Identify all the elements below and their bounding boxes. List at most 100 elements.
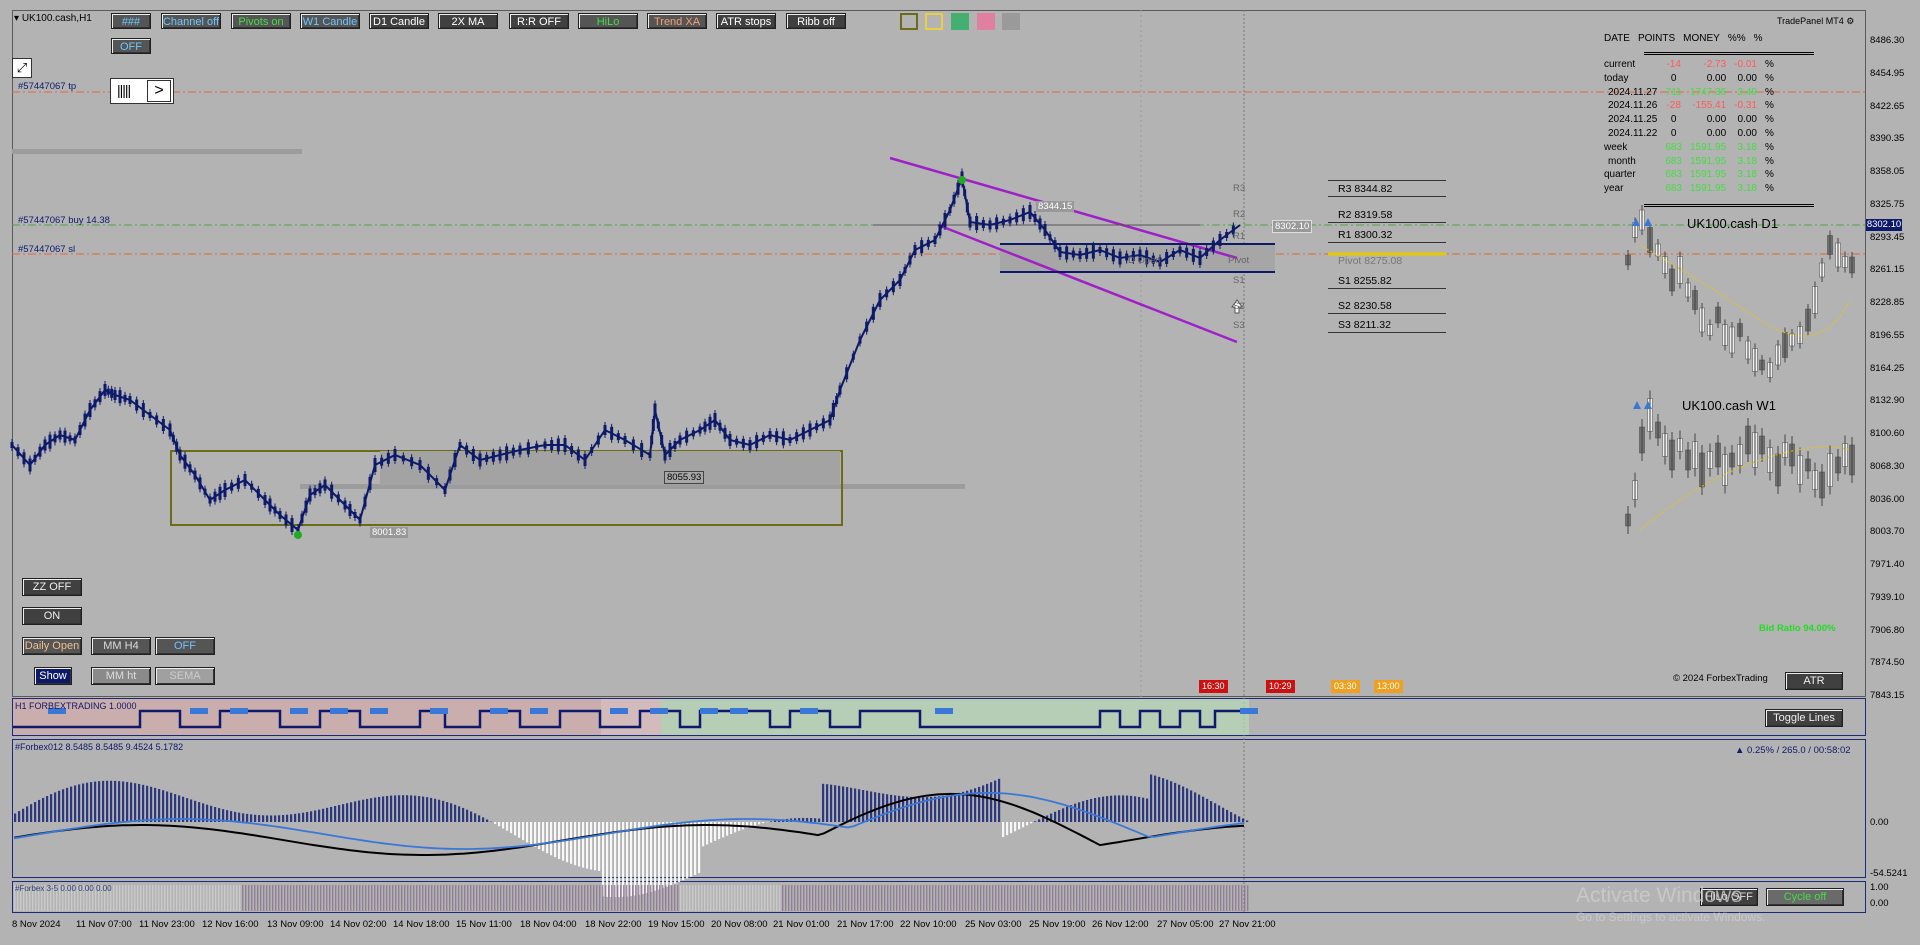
- ind2-histogram-bar: [670, 822, 673, 886]
- daily-open-button[interactable]: Daily Open: [22, 637, 82, 655]
- toolbar-button-pivots[interactable]: Pivots on: [231, 13, 291, 29]
- swatch-green[interactable]: [951, 13, 969, 30]
- sema-button[interactable]: SEMA: [155, 667, 215, 685]
- chevron-right-icon[interactable]: >: [147, 80, 171, 102]
- ind1-blue-segment: [230, 708, 248, 714]
- ind3-bar: [1145, 885, 1147, 911]
- main-chart-pane[interactable]: [12, 10, 1866, 697]
- toolbar-button-2x-ma[interactable]: 2X MA: [438, 13, 498, 29]
- ind2-histogram-bar: [394, 795, 397, 822]
- ind3-bar: [164, 885, 166, 911]
- ind3-bar: [140, 885, 142, 911]
- settings-gear-icon[interactable]: ⚙: [1846, 16, 1855, 26]
- ind2-histogram-bar: [66, 787, 69, 822]
- ind3-bar: [965, 885, 967, 911]
- ind2-histogram-bar: [682, 822, 685, 881]
- symbol-title: ▾ UK100.cash,H1: [14, 13, 92, 24]
- ind1-blue-segment: [490, 708, 508, 714]
- ind3-bar: [890, 885, 892, 911]
- ind3-bar: [536, 885, 538, 911]
- show-button[interactable]: Show: [34, 667, 72, 685]
- ind3-bar: [722, 885, 724, 911]
- toolbar-button-d1-candle[interactable]: D1 Candle: [369, 13, 429, 29]
- ind2-histogram-bar: [1110, 795, 1113, 822]
- hilo-off-button[interactable]: HiLo OFF: [1700, 888, 1758, 906]
- atr-button[interactable]: ATR: [1785, 672, 1843, 690]
- d-open-label: D Open: [1128, 255, 1161, 266]
- ind3-bar: [1235, 885, 1237, 911]
- ind2-histogram-bar: [974, 788, 977, 822]
- ind3-bar: [1094, 885, 1096, 911]
- off-toggle-button[interactable]: OFF: [155, 637, 215, 655]
- dropdown-triangle-icon[interactable]: ▾: [14, 13, 20, 24]
- swatch-grey[interactable]: [1002, 13, 1020, 30]
- toolbar-button-w1-candle[interactable]: W1 Candle: [300, 13, 360, 29]
- ind2-histogram-bar: [642, 822, 645, 894]
- trade-panel-row: 2024.11.25 0 0.00 0.00%: [1600, 113, 1778, 127]
- ind3-bar: [704, 885, 706, 911]
- ind3-bar: [20, 885, 22, 911]
- ind2-histogram-bar: [1198, 794, 1201, 822]
- toolbar-button-atr-stops[interactable]: ATR stops: [716, 13, 776, 29]
- ind2-histogram-bar: [866, 790, 869, 822]
- row-money: 0.00: [1706, 72, 1727, 84]
- zz-off-button[interactable]: ZZ OFF: [22, 578, 82, 596]
- ind3-bar: [1217, 885, 1219, 911]
- toolbar-button-hilo[interactable]: HiLo: [578, 13, 638, 29]
- ind3-bar: [152, 885, 154, 911]
- toggle-lines-button[interactable]: Toggle Lines: [1765, 709, 1843, 727]
- mini-d1-arrows: [1632, 218, 1652, 226]
- ind3-bar: [350, 885, 352, 911]
- ind3-bar: [1211, 885, 1213, 911]
- mini-chart-d1: [1625, 205, 1855, 383]
- ind2-histogram-bar: [678, 822, 681, 882]
- session-tag-4: 13:00: [1374, 680, 1403, 693]
- toolbar-button-channel[interactable]: Channel off: [161, 13, 221, 29]
- ind2-histogram-bar: [290, 814, 293, 822]
- mm-h4-button[interactable]: MM H4: [91, 637, 151, 655]
- ind3-bar: [413, 885, 415, 911]
- price-axis-label: 8486.30: [1870, 35, 1905, 46]
- ind3-bar: [1226, 885, 1228, 911]
- ind3-bar: [878, 885, 880, 911]
- header-date: DATE: [1604, 33, 1630, 44]
- toolbar-button-hash[interactable]: ###: [111, 13, 151, 29]
- swatch-olive[interactable]: [900, 13, 918, 30]
- ind2-histogram-bar: [934, 796, 937, 822]
- session-tag-2: 10:29: [1266, 680, 1295, 693]
- ind2-histogram-bar: [690, 822, 693, 877]
- toolbar-button-off[interactable]: OFF: [111, 38, 151, 54]
- ind2-histogram-bar: [90, 782, 93, 822]
- row-points: 0: [1670, 114, 1677, 126]
- indicator-pane-forbex012[interactable]: [12, 739, 1866, 878]
- time-axis-label: 27 Nov 05:00: [1157, 919, 1214, 930]
- ind3-bar: [707, 885, 709, 911]
- ind3-bar: [719, 885, 721, 911]
- ind3-bar: [1220, 885, 1222, 911]
- ind3-bar: [530, 885, 532, 911]
- ind3-bar: [983, 885, 985, 911]
- ind3-bar: [224, 885, 226, 911]
- ind3-bar: [785, 885, 787, 911]
- ind3-bar: [944, 885, 946, 911]
- chart-scroll-control[interactable]: ||||| >: [110, 78, 174, 104]
- mm-ht-button[interactable]: MM ht: [91, 667, 151, 685]
- ind2-histogram-bar: [966, 790, 969, 822]
- ind3-bar: [500, 885, 502, 911]
- swatch-pink[interactable]: [977, 13, 995, 30]
- ind3-bar: [545, 885, 547, 911]
- ind2-histogram-bar: [114, 780, 117, 822]
- indicator-pane-forbex-3-5[interactable]: [12, 881, 1866, 913]
- ind2-histogram-bar: [594, 822, 597, 871]
- expand-icon[interactable]: ⤢: [12, 58, 32, 78]
- on-button[interactable]: ON: [22, 607, 82, 625]
- toolbar-button-trend-xa[interactable]: Trend XA: [647, 13, 707, 29]
- ind3-bar: [422, 885, 424, 911]
- cycle-off-button[interactable]: Cycle off: [1766, 888, 1844, 906]
- toolbar-button-ribb[interactable]: Ribb off: [786, 13, 846, 29]
- toolbar-button-rr-off[interactable]: R:R OFF: [509, 13, 569, 29]
- swatch-yellow[interactable]: [925, 13, 943, 30]
- ind3-bar: [92, 885, 94, 911]
- low-marker: [294, 531, 302, 539]
- header-money: MONEY: [1683, 33, 1720, 44]
